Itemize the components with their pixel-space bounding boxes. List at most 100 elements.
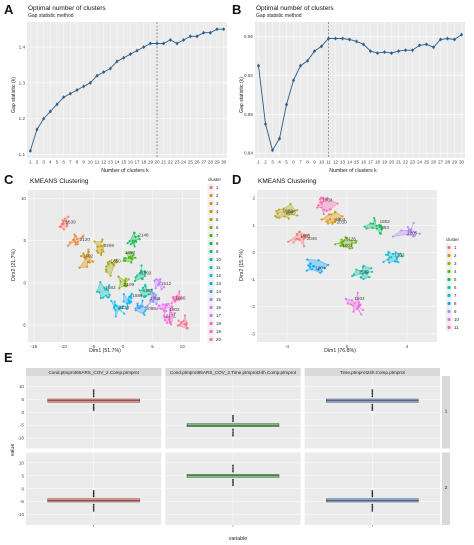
point-label: 5135 [346, 236, 357, 241]
row-label: 1 [445, 408, 448, 413]
data-point [356, 291, 359, 294]
x-tick-label: 5 [151, 344, 154, 349]
data-point [87, 253, 90, 256]
data-point [338, 217, 341, 221]
outlier [92, 494, 95, 496]
data-point [123, 282, 126, 285]
gap-chart-a: Optimal number of clusters Gap statistic… [11, 5, 227, 174]
legend-swatch [209, 201, 213, 206]
data-point [202, 31, 205, 35]
data-point [162, 42, 165, 45]
legend-label: 7 [216, 233, 219, 238]
x-tick-label: 18 [375, 160, 381, 165]
data-point [178, 290, 181, 293]
data-point [355, 268, 358, 271]
y-axis-label: Gap statistic (k) [239, 77, 245, 113]
data-point [103, 286, 106, 289]
data-point [334, 37, 337, 40]
data-point [168, 321, 171, 324]
outlier [92, 392, 95, 395]
y-axis-label: Gap statistic (k) [11, 77, 17, 113]
legend-label: 8 [216, 241, 219, 246]
outlier [371, 491, 374, 494]
x-tick-label: 16 [361, 160, 367, 165]
outlier [92, 492, 95, 495]
data-point [108, 284, 111, 287]
data-point [153, 296, 156, 299]
x-tick-label: 5 [56, 160, 59, 165]
data-point [73, 240, 76, 243]
y-tick-label: 10 [19, 384, 25, 389]
plot-background [255, 22, 465, 158]
data-point [131, 258, 134, 261]
row-strip [442, 452, 450, 525]
legend-label: 6 [216, 225, 219, 230]
x-tick-label: 28 [445, 160, 451, 165]
data-point [169, 311, 172, 314]
data-point [369, 222, 372, 225]
x-axis-label: Number of clusters k [101, 168, 149, 174]
data-point [395, 257, 398, 260]
data-point [142, 311, 145, 314]
legend-swatch [447, 245, 451, 250]
data-point [131, 255, 134, 258]
legend-swatch [447, 317, 451, 322]
outlier [232, 467, 234, 470]
chart-subtitle: Gap statistic method [28, 13, 74, 19]
data-point [135, 49, 139, 52]
data-point [140, 294, 143, 297]
data-point [134, 309, 137, 312]
y-tick-label: 1.4 [19, 45, 26, 50]
x-tick-label: 18 [141, 160, 147, 165]
outlier [92, 508, 95, 511]
x-tick-label: 3 [271, 160, 274, 165]
x-tick-label: 17 [134, 160, 140, 165]
data-point [129, 52, 132, 56]
x-tick-label: 21 [396, 160, 402, 165]
data-point [139, 304, 142, 308]
point-label: 1095 [285, 209, 296, 214]
data-point [356, 305, 359, 309]
x-tick-label: 21 [161, 160, 167, 165]
data-point [432, 45, 435, 49]
data-point [35, 128, 39, 131]
y-tick-label: 1.1 [19, 152, 26, 157]
data-point [148, 293, 152, 296]
data-point [106, 261, 109, 264]
x-tick-label: 0 [346, 344, 349, 349]
data-point [105, 265, 108, 268]
y-tick-label: -2 [251, 304, 256, 309]
data-point [101, 238, 104, 241]
x-tick-label: -10 [60, 344, 67, 349]
x-tick-label: 12 [101, 160, 107, 165]
x-tick-label: 19 [148, 160, 154, 165]
legend-label: 2 [454, 253, 457, 258]
data-point [298, 230, 301, 233]
x-tick-label: 0 [122, 344, 125, 349]
outlier [92, 505, 95, 507]
data-point [143, 313, 146, 316]
data-point [285, 103, 288, 106]
legend-title: cluster [208, 177, 221, 182]
data-point [100, 248, 103, 251]
data-point [325, 209, 328, 213]
data-point [362, 277, 365, 281]
x-tick-label: 4 [49, 160, 52, 165]
data-point [175, 295, 178, 298]
x-tick-label: 27 [201, 160, 207, 165]
x-tick-label: 28 [208, 160, 214, 165]
data-point [309, 266, 312, 269]
data-point [360, 269, 363, 273]
data-point [89, 81, 92, 85]
legend-swatch [209, 241, 213, 246]
data-point [371, 226, 374, 230]
data-point [170, 302, 173, 305]
data-point [139, 272, 142, 275]
y-axis-label: value [10, 444, 16, 457]
legend-label: 11 [454, 325, 459, 330]
data-point [351, 246, 354, 250]
data-point [355, 240, 358, 243]
data-point [136, 304, 139, 307]
outlier [232, 470, 234, 473]
data-point [412, 235, 415, 238]
